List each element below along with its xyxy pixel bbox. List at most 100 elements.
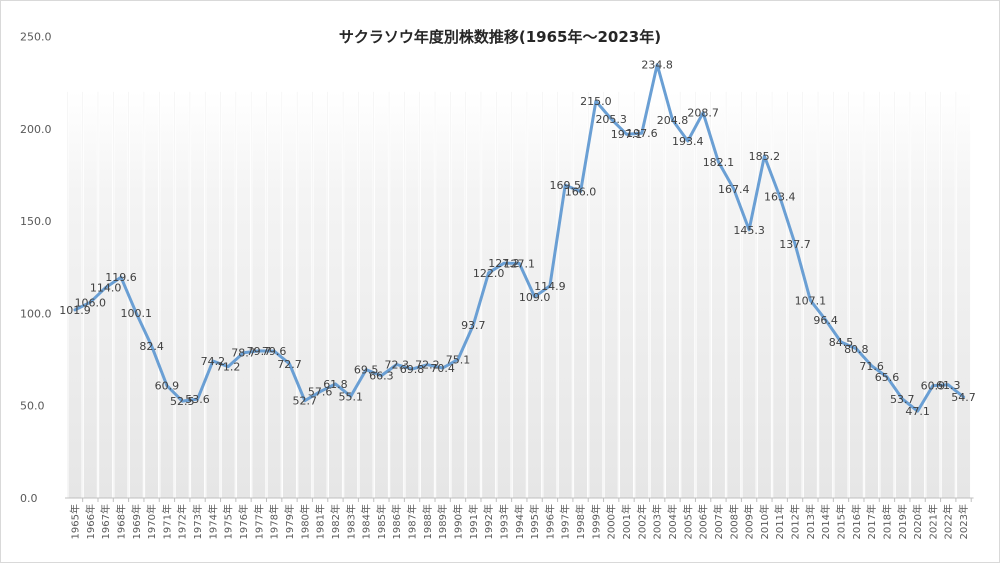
grid-band <box>941 91 955 498</box>
data-label: 114.9 <box>534 280 566 293</box>
data-point <box>886 376 888 378</box>
grid-band <box>99 91 113 498</box>
data-label: 61.8 <box>323 378 348 391</box>
grid-band <box>834 91 848 498</box>
x-tick-label: 2007年 <box>712 504 725 539</box>
x-tick-label: 1967年 <box>99 504 112 539</box>
x-tick-label: 1979年 <box>283 504 296 539</box>
x-tick-label: 1999年 <box>589 504 602 539</box>
x-tick-label: 2006年 <box>697 504 710 539</box>
data-point <box>840 341 842 343</box>
grid-band <box>145 91 159 498</box>
grid-band <box>267 91 281 498</box>
x-tick-label: 2000年 <box>605 504 618 539</box>
data-label: 72.7 <box>277 358 302 371</box>
x-tick-label: 1985年 <box>375 504 388 539</box>
data-label: 52.5 <box>170 395 195 408</box>
x-tick-label: 2010年 <box>758 504 771 539</box>
grid-band <box>681 91 695 498</box>
data-label: 53.7 <box>890 393 915 406</box>
data-label: 60.9 <box>921 380 946 393</box>
data-point <box>135 312 138 315</box>
grid-band <box>482 91 496 498</box>
data-point <box>564 184 567 186</box>
data-point <box>212 360 214 362</box>
data-label: 114.0 <box>90 282 122 295</box>
data-point <box>870 365 873 367</box>
grid-band <box>237 91 251 498</box>
grid-band <box>620 91 634 498</box>
data-label: 122.0 <box>473 267 505 280</box>
data-point <box>579 190 582 193</box>
data-point <box>304 399 306 402</box>
grid-band <box>650 91 664 498</box>
data-label: 78.7 <box>231 347 256 360</box>
data-point <box>258 350 260 352</box>
data-label: 107.1 <box>795 294 827 307</box>
data-label: 163.4 <box>764 190 796 203</box>
data-point <box>380 374 383 377</box>
y-tick-label: 50.0 <box>20 400 45 413</box>
data-label: 208.7 <box>687 107 719 120</box>
data-point <box>104 286 107 289</box>
grid-band <box>742 91 756 498</box>
x-tick-label: 1974年 <box>206 504 219 539</box>
data-point <box>319 390 321 393</box>
data-label: 79.6 <box>262 345 287 358</box>
x-tick-label: 1987年 <box>406 504 419 539</box>
x-tick-label: 1984年 <box>360 504 373 539</box>
x-tick-label: 1980年 <box>298 504 311 539</box>
data-label: 65.6 <box>875 371 900 384</box>
data-point <box>288 362 291 365</box>
data-label: 84.5 <box>829 336 854 349</box>
data-label: 80.8 <box>844 343 869 356</box>
grid-band <box>665 91 679 498</box>
data-label: 70.4 <box>430 362 455 375</box>
data-label: 53.6 <box>185 393 210 406</box>
x-tick-label: 1986年 <box>390 504 403 539</box>
data-point <box>150 345 153 347</box>
data-label: 72.2 <box>415 359 440 372</box>
data-point <box>196 398 199 400</box>
data-point <box>242 351 245 354</box>
x-tick-label: 2004年 <box>666 504 679 539</box>
grid-band <box>497 91 511 498</box>
data-label: 101.9 <box>59 304 91 317</box>
data-point <box>227 365 229 368</box>
y-tick-label: 0.0 <box>20 492 38 505</box>
data-label: 127.1 <box>504 257 536 270</box>
grid-band <box>957 91 971 498</box>
grid-band <box>129 91 143 498</box>
data-label: 61.3 <box>936 379 961 392</box>
x-tick-label: 2020年 <box>911 504 924 539</box>
data-label: 167.4 <box>718 183 750 196</box>
grid-band <box>466 91 480 498</box>
y-tick-label: 200.0 <box>20 123 52 136</box>
x-tick-label: 1976年 <box>237 504 250 539</box>
x-tick-label: 2002年 <box>635 504 648 539</box>
grid-band <box>574 91 588 498</box>
grid-band <box>926 91 940 498</box>
x-tick-label: 1998年 <box>574 504 587 539</box>
x-tick-label: 1968年 <box>114 504 127 539</box>
grid-band <box>191 91 205 498</box>
data-label: 204.8 <box>657 114 689 127</box>
data-point <box>778 195 781 198</box>
grid-band <box>865 91 879 498</box>
grid-band <box>344 91 358 498</box>
data-point <box>687 140 689 142</box>
data-point <box>717 161 720 163</box>
data-label: 109.0 <box>519 291 551 304</box>
x-tick-label: 2013年 <box>804 504 817 539</box>
x-tick-label: 1990年 <box>452 504 465 539</box>
x-tick-label: 2008年 <box>727 504 740 539</box>
x-tick-label: 1973年 <box>191 504 204 539</box>
data-point <box>472 324 475 326</box>
data-point <box>656 63 658 66</box>
grid-band <box>221 91 235 498</box>
data-label: 72.3 <box>384 359 409 372</box>
data-point <box>181 400 184 402</box>
data-point <box>120 276 122 279</box>
data-point <box>549 285 551 287</box>
